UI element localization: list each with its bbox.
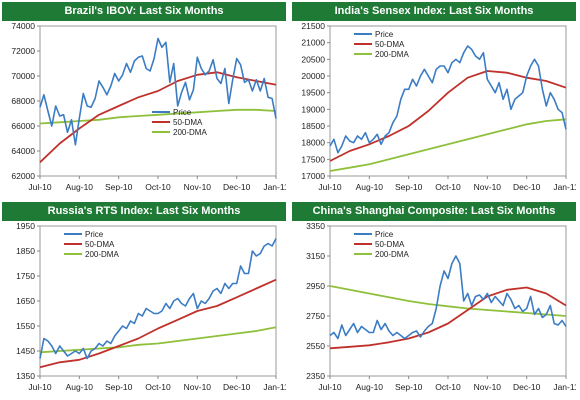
x-tick-label: Nov-10	[184, 182, 212, 192]
series-line-200-dma	[329, 285, 567, 317]
legend-label: 200-DMA	[375, 250, 409, 259]
y-tick-label: 1650	[16, 296, 35, 306]
y-tick-label: 21000	[301, 38, 325, 48]
y-tick-label: 72000	[11, 46, 35, 56]
y-tick-label: 17500	[301, 154, 325, 164]
x-tick-label: Aug-10	[66, 182, 94, 192]
y-tick-label: 17000	[301, 171, 325, 181]
y-tick-label: 1450	[16, 346, 35, 356]
legend-label: 200-DMA	[85, 250, 119, 259]
series-line-50-dma	[329, 286, 567, 350]
china-shanghai-chart: 2350 2550 2750 2950 3150 3350 Jul-10 Aug-10 Sep-…	[306, 222, 576, 392]
y-tick-label: 1950	[16, 222, 35, 231]
x-tick-label: Dec-10	[223, 182, 251, 192]
y-tick-label: 1350	[16, 371, 35, 381]
legend-label: 50-DMA	[85, 240, 115, 249]
legend-label: Price	[85, 230, 104, 239]
series-line-price	[39, 37, 277, 146]
y-tick-label: 2350	[306, 371, 325, 381]
x-tick-label: Oct-10	[435, 382, 461, 392]
legend-label: Price	[375, 230, 394, 239]
legend-label: 50-DMA	[375, 40, 405, 49]
x-tick-label: Dec-10	[223, 382, 251, 392]
series-line-50-dma	[39, 71, 277, 163]
china-shanghai-panel: China's Shanghai Composite: Last Six Mon…	[292, 202, 576, 398]
series-line-200-dma	[39, 326, 277, 354]
series-line-50-dma	[39, 278, 277, 369]
india-sensex-panel: India's Sensex Index: Last Six Months 17…	[292, 2, 576, 198]
plot-area	[39, 225, 277, 377]
y-tick-label: 18000	[301, 138, 325, 148]
chart-title: Russia's RTS Index: Last Six Months	[2, 202, 286, 221]
legend-label: 200-DMA	[375, 50, 409, 59]
series-line-200-dma	[329, 118, 567, 172]
y-tick-label: 2950	[306, 281, 325, 291]
y-tick-label: 21500	[301, 22, 325, 31]
x-tick-label: Sep-10	[395, 182, 423, 192]
y-tick-label: 18500	[301, 121, 325, 131]
y-tick-label: 19000	[301, 104, 325, 114]
x-tick-label: Dec-10	[513, 182, 541, 192]
plot-area	[39, 25, 277, 177]
plot-area	[329, 25, 567, 177]
chart-title: Brazil's IBOV: Last Six Months	[2, 2, 286, 21]
x-tick-label: Jan-11	[263, 182, 286, 192]
brazil-ibov-chart: 62000 64000 66000 68000 70000 72000 74000 Jul-1…	[11, 22, 286, 192]
y-tick-label: 64000	[11, 146, 35, 156]
x-tick-label: Oct-10	[435, 182, 461, 192]
x-tick-label: Nov-10	[474, 182, 502, 192]
brazil-ibov-panel: Brazil's IBOV: Last Six Months 62000 6400…	[2, 2, 286, 198]
x-tick-label: Jul-10	[28, 182, 51, 192]
y-tick-label: 1750	[16, 271, 35, 281]
india-sensex-chart: 17000 17500 18000 18500 19000 19500 20000 20500…	[301, 22, 576, 192]
y-tick-label: 3350	[306, 222, 325, 231]
legend-label: 50-DMA	[375, 240, 405, 249]
russia-rts-panel: Russia's RTS Index: Last Six Months 1350…	[2, 202, 286, 398]
x-tick-label: Sep-10	[395, 382, 423, 392]
y-tick-label: 3150	[306, 251, 325, 261]
x-tick-label: Jan-11	[553, 382, 576, 392]
chart-title: India's Sensex Index: Last Six Months	[292, 2, 576, 21]
series-line-price	[39, 238, 277, 360]
x-tick-label: Nov-10	[184, 382, 212, 392]
legend-label: Price	[173, 108, 192, 117]
y-tick-label: 62000	[11, 171, 35, 181]
x-tick-label: Nov-10	[474, 382, 502, 392]
x-tick-label: Sep-10	[105, 382, 133, 392]
y-tick-label: 2550	[306, 341, 325, 351]
x-tick-label: Jan-11	[553, 182, 576, 192]
x-tick-label: Aug-10	[356, 182, 384, 192]
x-tick-label: Jul-10	[318, 182, 341, 192]
y-tick-label: 1550	[16, 321, 35, 331]
legend-label: 50-DMA	[173, 118, 203, 127]
x-tick-label: Jul-10	[318, 382, 341, 392]
y-tick-label: 70000	[11, 71, 35, 81]
y-tick-label: 20000	[301, 71, 325, 81]
x-tick-label: Oct-10	[145, 182, 171, 192]
y-tick-label: 66000	[11, 121, 35, 131]
legend-label: 200-DMA	[173, 128, 207, 137]
y-tick-label: 1850	[16, 246, 35, 256]
x-tick-label: Sep-10	[105, 182, 133, 192]
x-tick-label: Jan-11	[263, 382, 286, 392]
y-tick-label: 68000	[11, 96, 35, 106]
x-tick-label: Aug-10	[356, 382, 384, 392]
chart-title: China's Shanghai Composite: Last Six Mon…	[292, 202, 576, 221]
series-line-price	[329, 255, 567, 340]
y-tick-label: 19500	[301, 88, 325, 98]
x-tick-label: Dec-10	[513, 382, 541, 392]
x-tick-label: Jul-10	[28, 382, 51, 392]
series-line-price	[329, 45, 567, 154]
y-tick-label: 2750	[306, 311, 325, 321]
legend-label: Price	[375, 30, 394, 39]
russia-rts-chart: 1350 1450 1550 1650 1750 1850 1950 Jul-10 Aug-10…	[16, 222, 286, 392]
x-tick-label: Aug-10	[66, 382, 94, 392]
y-tick-label: 20500	[301, 54, 325, 64]
x-tick-label: Oct-10	[145, 382, 171, 392]
plot-area	[329, 225, 567, 377]
y-tick-label: 74000	[11, 22, 35, 31]
